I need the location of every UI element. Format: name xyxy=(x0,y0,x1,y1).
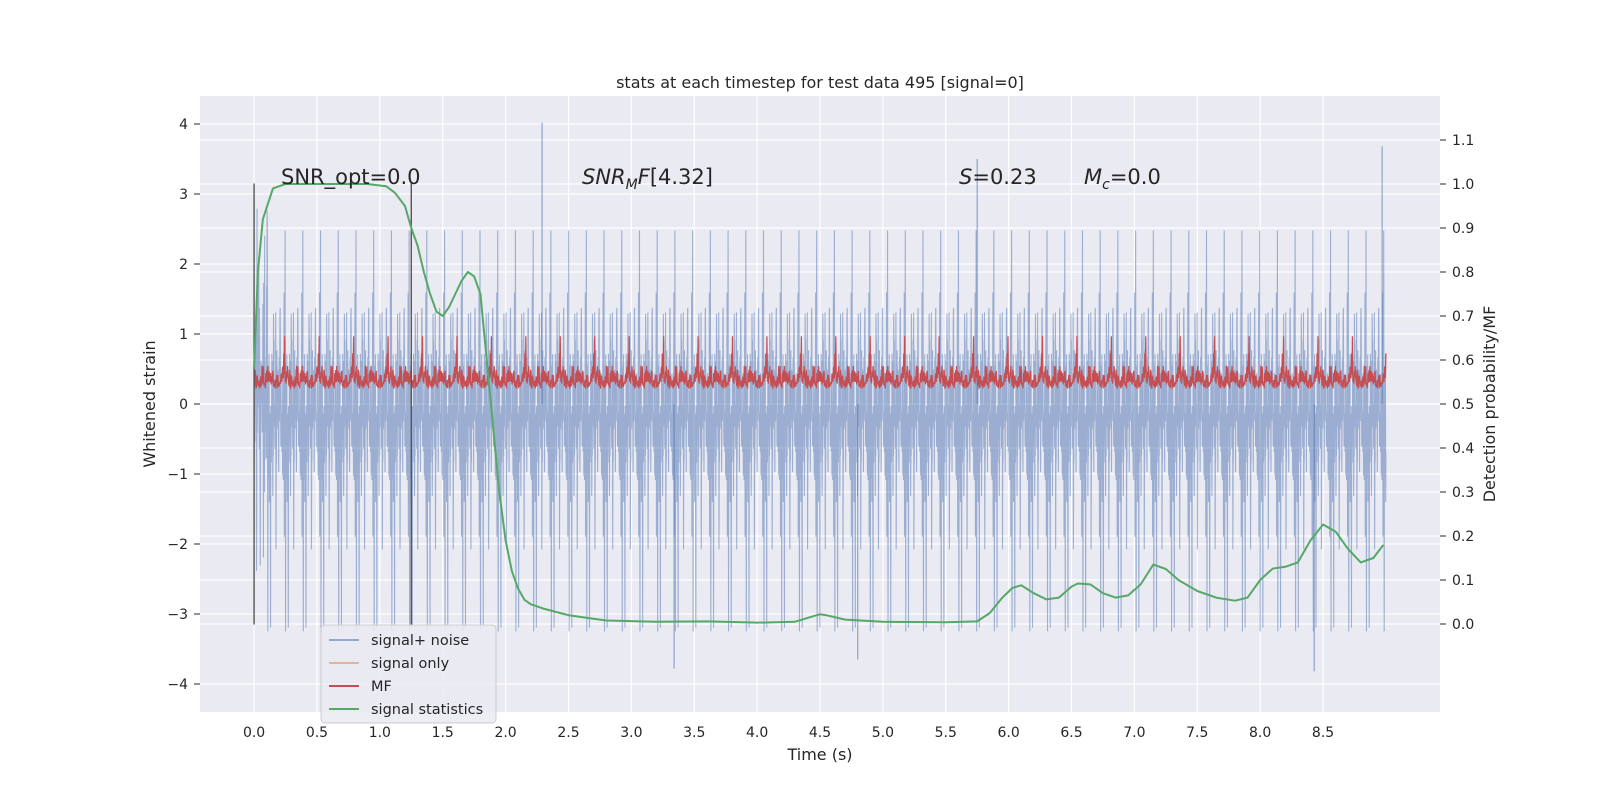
series-signal-noise xyxy=(253,122,1387,672)
x-tick-label-15: 7.5 xyxy=(1186,725,1208,741)
y2-tick-label-5: 0.6 xyxy=(1452,353,1474,369)
y2-axis-label: Detection probability/MF xyxy=(1480,306,1499,503)
y-tick-label-2: 2 xyxy=(179,257,188,273)
chart-title: stats at each timestep for test data 495… xyxy=(616,73,1024,92)
signal-statistics-line xyxy=(253,183,1385,624)
y-tick-label-8: −4 xyxy=(167,677,188,693)
x-tick-label-1: 0.5 xyxy=(306,725,328,741)
annotation-s: S=0.23 xyxy=(959,165,1037,189)
y2-tick-label-3: 0.8 xyxy=(1452,265,1474,281)
y2-tick-label-9: 0.2 xyxy=(1452,529,1474,545)
y-tick-label-0: 4 xyxy=(179,117,188,133)
annotation-s-value: =0.23 xyxy=(972,165,1036,189)
y2-tick-label-10: 0.1 xyxy=(1452,573,1474,589)
y2-tick-label-0: 1.1 xyxy=(1452,133,1474,149)
y-tick-label-7: −3 xyxy=(167,607,188,623)
annotation-snr-mf: SNRMF[4.32] xyxy=(582,165,713,193)
y-tick-label-5: −1 xyxy=(167,467,188,483)
x-tick-label-6: 3.0 xyxy=(620,725,642,741)
x-tick-label-11: 5.5 xyxy=(935,725,957,741)
x-tick-label-14: 7.0 xyxy=(1123,725,1145,741)
x-tick-label-16: 8.0 xyxy=(1249,725,1271,741)
series-mf xyxy=(253,336,1387,390)
y2-tick-label-7: 0.4 xyxy=(1452,441,1474,457)
legend-label-mf: MF xyxy=(371,679,392,695)
legend: signal+ noise signal only MF signal stat… xyxy=(320,624,497,724)
x-tick-label-10: 5.0 xyxy=(872,725,894,741)
legend-label-signal-noise: signal+ noise xyxy=(371,633,469,649)
x-axis-label: Time (s) xyxy=(786,745,852,764)
y2-tick-label-1: 1.0 xyxy=(1452,177,1474,193)
series-signal-statistics xyxy=(253,183,1385,624)
y2-tick-label-2: 0.9 xyxy=(1452,221,1474,237)
legend-box xyxy=(320,624,497,724)
y-axis-label: Whitened strain xyxy=(140,340,159,467)
y2-tick-label-8: 0.3 xyxy=(1452,485,1474,501)
annotation-mc: Mc=0.0 xyxy=(1084,165,1161,193)
x-tick-label-2: 1.0 xyxy=(369,725,391,741)
y-tick-label-6: −2 xyxy=(167,537,188,553)
y2-ticks: 1.1 1.0 0.9 0.8 0.7 0.6 0.5 0.4 0.3 0.2 0.1 0.0 xyxy=(1440,133,1474,633)
annotation-mc-value: =0.0 xyxy=(1110,165,1161,189)
y-ticks: 4 3 2 1 0 −1 −2 −3 −4 xyxy=(167,117,200,693)
legend-label-signal-only: signal only xyxy=(371,656,450,672)
x-tick-label-5: 2.5 xyxy=(557,725,579,741)
y2-tick-label-11: 0.0 xyxy=(1452,617,1474,633)
mf-line xyxy=(253,336,1387,390)
x-ticks: 0.0 0.5 1.0 1.5 2.0 2.5 3.0 3.5 4.0 4.5 5.0 5.5 6.0 6… xyxy=(243,725,1334,741)
signal-noise-line xyxy=(253,208,1387,632)
x-tick-label-9: 4.5 xyxy=(809,725,831,741)
annotation-snr-mf-value: [4.32] xyxy=(650,165,713,189)
x-tick-label-0: 0.0 xyxy=(243,725,265,741)
y-tick-label-1: 3 xyxy=(179,187,188,203)
y2-tick-label-6: 0.5 xyxy=(1452,397,1474,413)
x-tick-label-7: 3.5 xyxy=(683,725,705,741)
vertical-markers xyxy=(253,183,412,625)
x-tick-label-4: 2.0 xyxy=(494,725,516,741)
y2-tick-label-4: 0.7 xyxy=(1452,309,1474,325)
x-tick-label-8: 4.0 xyxy=(746,725,768,741)
y-tick-label-3: 1 xyxy=(179,327,188,343)
legend-label-signal-statistics: signal statistics xyxy=(371,702,483,718)
x-tick-label-17: 8.5 xyxy=(1312,725,1334,741)
x-tick-label-3: 1.5 xyxy=(432,725,454,741)
y-tick-label-4: 0 xyxy=(179,397,188,413)
x-tick-label-12: 6.0 xyxy=(998,725,1020,741)
x-tick-label-13: 6.5 xyxy=(1060,725,1082,741)
annotation-snr-opt: SNR_opt=0.0 xyxy=(281,165,421,190)
